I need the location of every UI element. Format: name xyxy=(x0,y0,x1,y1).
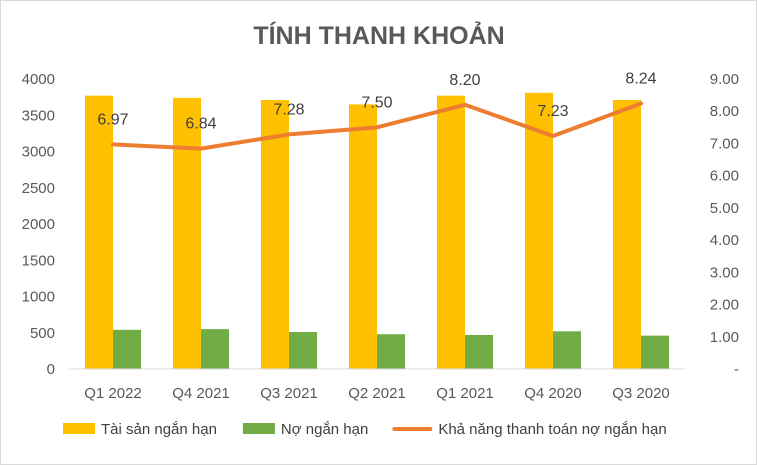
bar-tai-san-ngan-han xyxy=(173,97,201,369)
x-axis-tick-label: Q4 2020 xyxy=(524,385,582,402)
right-axis-tick-label: 9.00 xyxy=(710,71,739,88)
chart-title: TÍNH THANH KHOẢN xyxy=(253,20,504,50)
bar-tai-san-ngan-han xyxy=(437,95,465,370)
right-axis-tick-label: 5.00 xyxy=(710,200,739,217)
x-axis-tick-label: Q1 2021 xyxy=(436,385,494,402)
left-axis-tick-label: 3500 xyxy=(22,107,55,124)
bar-no-ngan-han xyxy=(641,335,669,369)
x-axis-tick-label: Q3 2021 xyxy=(260,385,318,402)
bar-no-ngan-han xyxy=(465,334,493,369)
legend-label: Nợ ngắn hạn xyxy=(281,421,368,438)
bar-tai-san-ngan-han xyxy=(261,100,289,370)
left-axis-tick-label: 3000 xyxy=(22,144,55,161)
left-axis-tick-label: 500 xyxy=(30,325,55,342)
line-kha-nang-thanh-toan xyxy=(111,101,643,151)
line-data-label: 7.23 xyxy=(537,103,568,120)
left-axis-tick-label: 0 xyxy=(47,361,55,378)
line-data-label: 6.97 xyxy=(97,111,128,128)
right-axis-tick-label: 4.00 xyxy=(710,232,739,249)
right-axis-tick-label: 1.00 xyxy=(710,329,739,346)
bar-tai-san-ngan-han xyxy=(613,100,641,370)
bar-tai-san-ngan-han xyxy=(525,92,553,370)
left-axis-tick-label: 1500 xyxy=(22,252,55,269)
left-y-axis: 0 500 1000 1500 2000 2500 3000 3500 4000 xyxy=(22,71,55,378)
left-axis-tick-label: 2000 xyxy=(22,216,55,233)
line-data-label: 8.20 xyxy=(449,72,480,89)
line-data-label: 7.50 xyxy=(361,94,392,111)
plot-area: 6.97 6.84 7.28 7.50 8.20 7.23 8.24 xyxy=(85,70,669,370)
bar-no-ngan-han xyxy=(289,332,317,369)
x-axis-tick-label: Q4 2021 xyxy=(172,385,230,402)
x-axis-tick-label: Q1 2022 xyxy=(84,385,142,402)
legend-swatch-tai-san xyxy=(63,423,95,434)
bar-no-ngan-han xyxy=(553,331,581,369)
legend-label: Tài sản ngắn hạn xyxy=(101,421,217,438)
x-axis: Q1 2022 Q4 2021 Q3 2021 Q2 2021 Q1 2021 Q4 20… xyxy=(69,368,685,402)
x-axis-tick-label: Q2 2021 xyxy=(348,385,406,402)
line-data-label: 7.28 xyxy=(273,101,304,118)
right-y-axis: - 1.00 2.00 3.00 4.00 5.00 6.00 7.00 8.00 9.00 xyxy=(710,71,739,378)
legend: Tài sản ngắn hạn Nợ ngắn hạn Khả năng than… xyxy=(63,421,667,438)
bar-tai-san-ngan-han xyxy=(349,104,377,369)
line-data-label: 6.84 xyxy=(185,116,216,133)
legend-swatch-no-ngan-han xyxy=(242,423,275,434)
left-axis-tick-label: 4000 xyxy=(22,71,55,88)
bar-no-ngan-han xyxy=(113,329,141,369)
legend-label: Khả năng thanh toán nợ ngắn hạn xyxy=(438,421,666,438)
x-axis-tick-label: Q3 2020 xyxy=(612,385,670,402)
bar-no-ngan-han xyxy=(377,334,405,369)
left-axis-tick-label: 1000 xyxy=(22,289,55,306)
right-axis-tick-label: 7.00 xyxy=(710,135,739,152)
right-axis-tick-label: - xyxy=(734,361,739,378)
line-data-label: 8.24 xyxy=(625,70,656,87)
left-axis-tick-label: 2500 xyxy=(22,180,55,197)
right-axis-tick-label: 3.00 xyxy=(710,264,739,281)
right-axis-tick-label: 6.00 xyxy=(710,168,739,185)
bar-no-ngan-han xyxy=(201,329,229,369)
right-axis-tick-label: 8.00 xyxy=(710,103,739,120)
right-axis-tick-label: 2.00 xyxy=(710,297,739,314)
bar-tai-san-ngan-han xyxy=(85,95,113,370)
